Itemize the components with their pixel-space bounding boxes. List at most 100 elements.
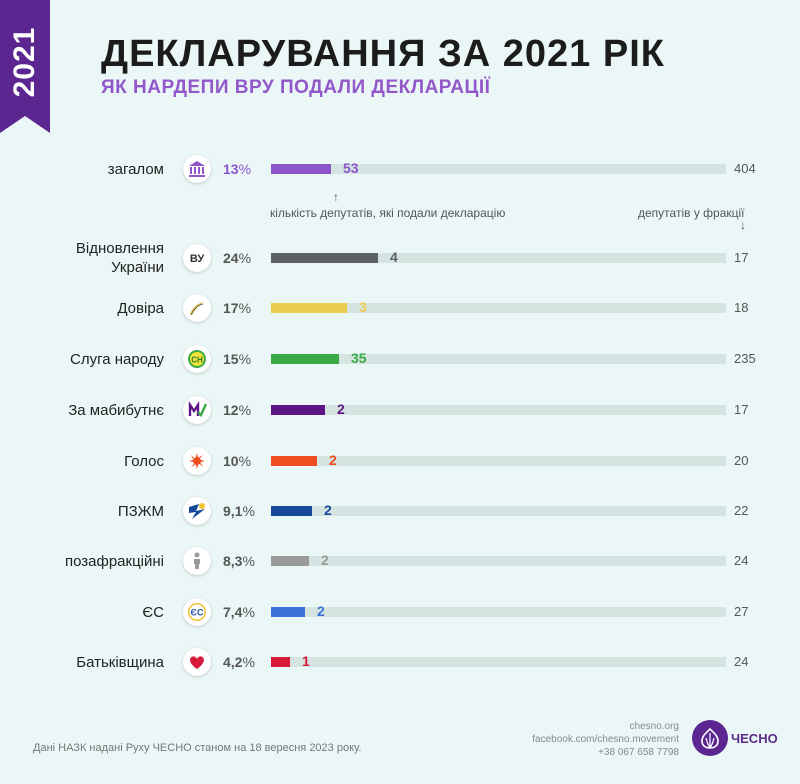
bar-track	[271, 607, 726, 617]
faction-total-label: 18	[734, 300, 749, 315]
bar	[271, 556, 309, 566]
chart-row: Батьківщина 4,2% 1 24	[0, 637, 800, 687]
category-label: Батьківщина	[76, 653, 164, 671]
percent-value: 10	[223, 453, 239, 469]
svg-text:ЄС: ЄС	[191, 608, 204, 618]
category-label: За мабибутнє	[68, 401, 164, 419]
faction-total-label: 27	[734, 604, 749, 619]
bar-value-label: 2	[317, 603, 325, 619]
sn-icon: СН	[188, 350, 206, 368]
chesno-logo-icon	[692, 720, 728, 756]
bar-value-label: 35	[351, 350, 367, 366]
bar-track	[271, 456, 726, 466]
es-icon: ЄС	[188, 603, 206, 621]
bar-value-label: 2	[329, 452, 337, 468]
bar-track	[271, 506, 726, 516]
percent-symbol: %	[238, 250, 252, 266]
bar-track	[271, 253, 726, 263]
source-note: Дані НАЗК надані Руху ЧЕСНО станом на 18…	[33, 742, 362, 754]
chart-row: позафракційні 8,3% 2 24	[0, 536, 800, 586]
category-label: позафракційні	[64, 552, 164, 570]
party-badge	[183, 155, 211, 183]
percent-label: 10%	[223, 453, 251, 469]
chart-row: ПЗЖМ 9,1% 2 22	[0, 486, 800, 536]
chart-row: Довіра 17% 3 18	[0, 283, 800, 333]
bar-value-label: 2	[321, 552, 329, 568]
person-icon	[194, 552, 200, 569]
bar	[271, 607, 305, 617]
bar-track	[271, 164, 726, 174]
note-submitted: кількість депутатів, які подали декларац…	[270, 206, 506, 220]
percent-label: 8,3%	[223, 553, 255, 569]
party-badge	[183, 547, 211, 575]
percent-value: 15	[223, 351, 239, 367]
bar	[271, 253, 378, 263]
category-label: Довіра	[117, 299, 164, 317]
bar-track	[271, 657, 726, 667]
faction-total-label: 24	[734, 553, 749, 568]
svg-text:СН: СН	[191, 356, 203, 365]
chart-row: Відновлення України ВУ 24% 4 17	[0, 233, 800, 283]
percent-value: 4,2	[223, 654, 243, 670]
svg-text:ВУ: ВУ	[190, 253, 205, 265]
chart-row: загалом 13% 53 404	[0, 144, 800, 194]
bar-value-label: 2	[337, 401, 345, 417]
faction-total-label: 17	[734, 402, 749, 417]
vu-icon: ВУ	[190, 253, 205, 265]
percent-label: 4,2%	[223, 654, 255, 670]
percent-label: 15%	[223, 351, 251, 367]
percent-label: 7,4%	[223, 604, 255, 620]
chart-row: ЄС ЄС 7,4% 2 27	[0, 587, 800, 637]
percent-value: 8,3	[223, 553, 243, 569]
category-label: Голос	[124, 452, 164, 470]
percent-symbol: %	[238, 453, 252, 469]
percent-value: 9,1	[223, 503, 243, 519]
category-label: ЄС	[142, 603, 164, 621]
percent-value: 13	[223, 161, 239, 177]
percent-label: 17%	[223, 300, 251, 316]
bar-value-label: 53	[343, 160, 359, 176]
bar	[271, 506, 312, 516]
faction-total-label: 22	[734, 503, 749, 518]
contacts: chesno.org facebook.com/chesno.movement …	[532, 720, 679, 759]
chart-row: За мабибутнє 12% 2 17	[0, 385, 800, 435]
bar	[271, 303, 347, 313]
category-label: ПЗЖМ	[117, 502, 164, 520]
category-label: Відновлення України	[75, 240, 164, 276]
bar	[271, 354, 339, 364]
party-badge	[183, 396, 211, 424]
bar-value-label: 4	[390, 249, 398, 265]
chart-row: Голос 10% 2 20	[0, 436, 800, 486]
party-badge	[183, 447, 211, 475]
percent-symbol: %	[242, 553, 255, 569]
party-badge: ВУ	[183, 244, 211, 272]
page-subtitle: ЯК НАРДЕПИ ВРУ ПОДАЛИ ДЕКЛАРАЦІЇ	[101, 77, 491, 98]
percent-label: 12%	[223, 402, 251, 418]
parliament-icon	[189, 161, 205, 177]
faction-total-label: 17	[734, 250, 749, 265]
page-title: ДЕКЛАРУВАННЯ ЗА 2021 РІК	[101, 33, 665, 75]
percent-symbol: %	[242, 654, 255, 670]
pzzhm-icon	[189, 503, 205, 519]
party-badge	[183, 294, 211, 322]
facebook-link[interactable]: facebook.com/chesno.movement	[532, 734, 679, 745]
phone-number: +38 067 658 7798	[598, 747, 679, 758]
percent-symbol: %	[242, 604, 255, 620]
chart-row: Слуга народу СН 15% 35 235	[0, 334, 800, 384]
bar	[271, 657, 290, 667]
category-label: загалом	[107, 160, 164, 178]
m-icon	[188, 401, 208, 418]
note-arrow-up: ↑	[333, 190, 339, 204]
party-badge: ЄС	[183, 598, 211, 626]
bar-track	[271, 354, 726, 364]
percent-label: 9,1%	[223, 503, 255, 519]
percent-symbol: %	[238, 351, 252, 367]
heart-icon	[190, 656, 204, 669]
percent-symbol: %	[238, 402, 252, 418]
golos-icon	[189, 453, 205, 469]
logo-text: ЧЕСНО	[731, 731, 778, 746]
party-badge: СН	[183, 345, 211, 373]
faction-total-label: 235	[734, 351, 756, 366]
percent-value: 12	[223, 402, 239, 418]
site-link[interactable]: chesno.org	[629, 721, 679, 732]
